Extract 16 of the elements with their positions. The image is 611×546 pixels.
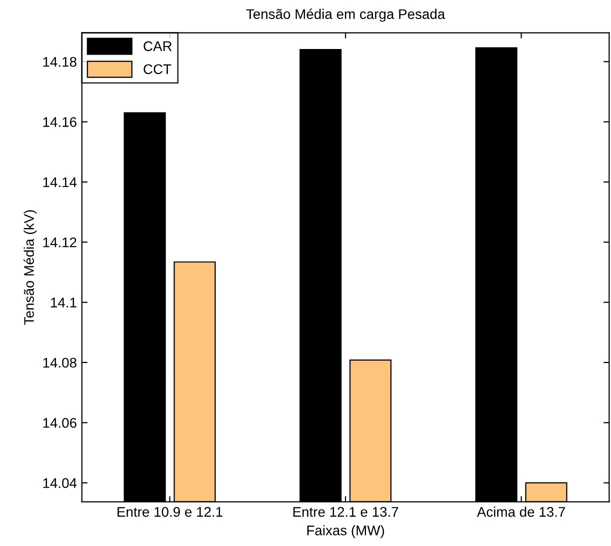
legend-label: CAR [144, 41, 172, 52]
y-tick-label: 14.14 [43, 177, 77, 188]
y-tick-label: 14.1 [51, 298, 76, 308]
y-tick-label: 14.16 [43, 117, 76, 127]
x-tick-label: Entre 10.9 e 12.1 [118, 507, 222, 517]
chart-title: Tensão Média em carga Pesada [246, 8, 446, 22]
y-tick-label: 14.12 [43, 237, 76, 248]
x-tick-label: Entre 12.1 e 13.7 [293, 507, 398, 517]
y-tick-label: 14.04 [43, 478, 77, 488]
y-tick-label: 14.18 [43, 56, 76, 67]
x-axis-title: Faixas (MW) [307, 525, 384, 538]
y-axis-title: Tensão Média (kV) [24, 210, 37, 325]
y-tick-label: 14.06 [43, 418, 76, 428]
x-tick-label: Acima de 13.7 [476, 506, 565, 517]
y-tick-label: 14.08 [43, 358, 76, 368]
legend-label: CCT [144, 64, 172, 74]
